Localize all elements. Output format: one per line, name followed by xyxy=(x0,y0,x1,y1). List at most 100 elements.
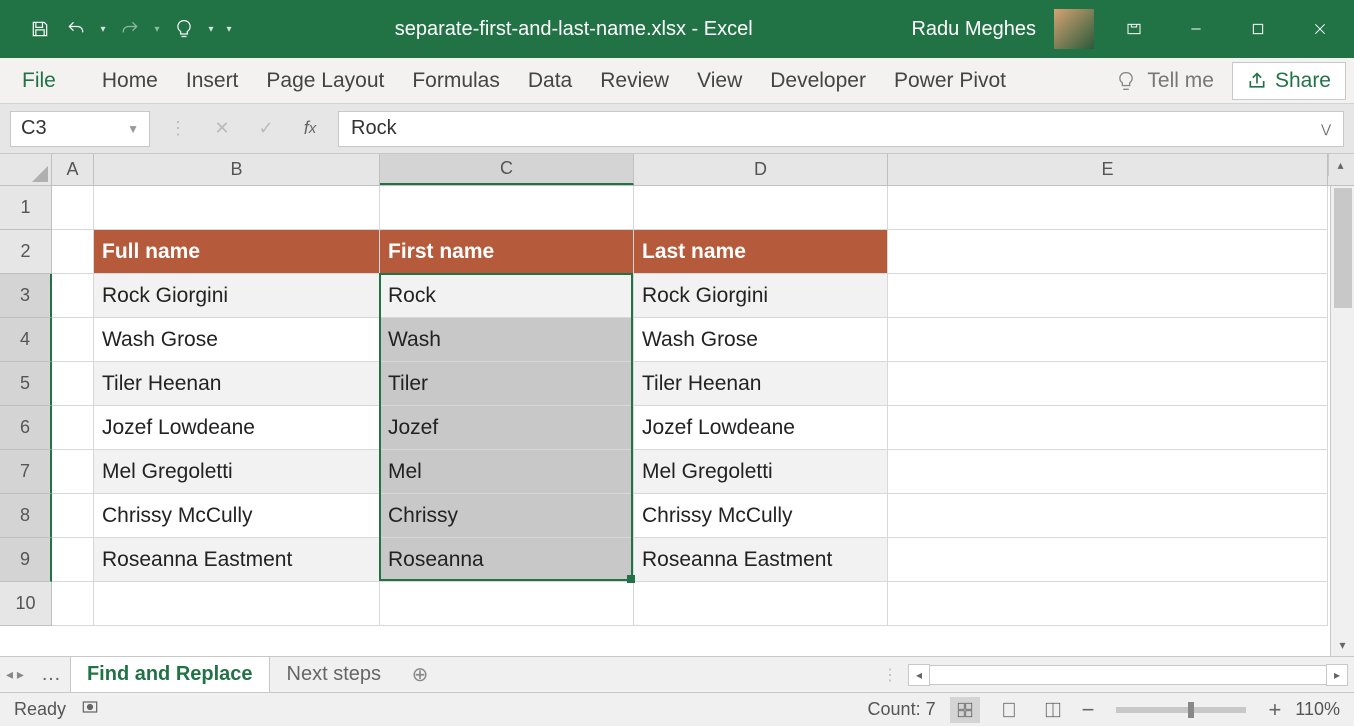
save-button[interactable] xyxy=(24,13,56,45)
row-header-8[interactable]: 8 xyxy=(0,494,52,538)
row-header-10[interactable]: 10 xyxy=(0,582,52,626)
zoom-level[interactable]: 110% xyxy=(1295,699,1340,720)
ribbon-tab-developer[interactable]: Developer xyxy=(756,61,880,101)
close-button[interactable] xyxy=(1298,10,1342,48)
ribbon-tab-formulas[interactable]: Formulas xyxy=(398,61,514,101)
col-header-A[interactable]: A xyxy=(52,154,94,185)
cell-C9[interactable]: Roseanna xyxy=(380,538,634,582)
cell-A8[interactable] xyxy=(52,494,94,538)
cell-E9[interactable] xyxy=(888,538,1328,582)
page-layout-view-button[interactable] xyxy=(994,697,1024,723)
col-header-E[interactable]: E xyxy=(888,154,1328,185)
zoom-in-button[interactable]: + xyxy=(1268,697,1281,723)
ribbon-tab-review[interactable]: Review xyxy=(586,61,683,101)
ideas-button[interactable] xyxy=(168,13,200,45)
page-break-view-button[interactable] xyxy=(1038,697,1068,723)
ribbon-display-button[interactable] xyxy=(1112,10,1156,48)
cell-A10[interactable] xyxy=(52,582,94,626)
cell-C3[interactable]: Rock xyxy=(380,274,634,318)
cell-C7[interactable]: Mel xyxy=(380,450,634,494)
enter-formula-button[interactable]: ✓ xyxy=(250,111,282,147)
cell-B1[interactable] xyxy=(94,186,380,230)
cell-C2[interactable]: First name xyxy=(380,230,634,274)
sheet-nav[interactable]: ◂ ▸ xyxy=(6,666,24,683)
row-header-7[interactable]: 7 xyxy=(0,450,52,494)
redo-button[interactable] xyxy=(114,13,146,45)
undo-dropdown[interactable]: ▾ xyxy=(96,24,110,35)
row-header-1[interactable]: 1 xyxy=(0,186,52,230)
cell-D8[interactable]: Chrissy McCully xyxy=(634,494,888,538)
cell-D5[interactable]: Tiler Heenan xyxy=(634,362,888,406)
user-avatar[interactable] xyxy=(1054,9,1094,49)
row-header-5[interactable]: 5 xyxy=(0,362,52,406)
cell-A2[interactable] xyxy=(52,230,94,274)
cell-E7[interactable] xyxy=(888,450,1328,494)
user-name[interactable]: Radu Meghes xyxy=(911,18,1036,41)
row-header-4[interactable]: 4 xyxy=(0,318,52,362)
macro-record-icon[interactable] xyxy=(80,697,100,722)
cell-B4[interactable]: Wash Grose xyxy=(94,318,380,362)
cell-B9[interactable]: Roseanna Eastment xyxy=(94,538,380,582)
cell-A7[interactable] xyxy=(52,450,94,494)
insert-function-button[interactable]: fx xyxy=(294,111,326,147)
cell-E6[interactable] xyxy=(888,406,1328,450)
cell-C1[interactable] xyxy=(380,186,634,230)
cell-C4[interactable]: Wash xyxy=(380,318,634,362)
ribbon-tab-insert[interactable]: Insert xyxy=(172,61,253,101)
col-header-D[interactable]: D xyxy=(634,154,888,185)
cancel-formula-button[interactable]: ✕ xyxy=(206,111,238,147)
vscroll-thumb[interactable] xyxy=(1334,188,1352,308)
sheet-tab-find-and-replace[interactable]: Find and Replace xyxy=(70,656,270,693)
cell-A6[interactable] xyxy=(52,406,94,450)
ribbon-tab-home[interactable]: Home xyxy=(88,61,172,101)
ribbon-tab-power-pivot[interactable]: Power Pivot xyxy=(880,61,1020,101)
cells[interactable]: Full nameFirst nameLast nameRock Giorgin… xyxy=(52,186,1330,656)
tell-me[interactable]: Tell me xyxy=(1115,69,1214,93)
cell-D2[interactable]: Last name xyxy=(634,230,888,274)
cell-E1[interactable] xyxy=(888,186,1328,230)
scroll-down-button[interactable]: ▾ xyxy=(1332,634,1354,656)
cell-E5[interactable] xyxy=(888,362,1328,406)
cell-E3[interactable] xyxy=(888,274,1328,318)
tab-splitter[interactable]: ⋮ xyxy=(874,665,908,685)
cell-D6[interactable]: Jozef Lowdeane xyxy=(634,406,888,450)
cell-C5[interactable]: Tiler xyxy=(380,362,634,406)
cell-B3[interactable]: Rock Giorgini xyxy=(94,274,380,318)
cell-D10[interactable] xyxy=(634,582,888,626)
row-header-6[interactable]: 6 xyxy=(0,406,52,450)
maximize-button[interactable] xyxy=(1236,10,1280,48)
cell-A9[interactable] xyxy=(52,538,94,582)
cell-C6[interactable]: Jozef xyxy=(380,406,634,450)
normal-view-button[interactable] xyxy=(950,697,980,723)
scroll-up-button[interactable]: ▴ xyxy=(1328,154,1352,176)
redo-dropdown[interactable]: ▾ xyxy=(150,24,164,35)
name-box[interactable]: C3 ▼ xyxy=(10,111,150,147)
scroll-right-button[interactable]: ▸ xyxy=(1326,664,1348,686)
minimize-button[interactable] xyxy=(1174,10,1218,48)
scroll-left-button[interactable]: ◂ xyxy=(908,664,930,686)
horizontal-scrollbar[interactable]: ◂ ▸ xyxy=(908,664,1348,686)
new-sheet-button[interactable]: ⊕ xyxy=(406,661,434,689)
cell-A4[interactable] xyxy=(52,318,94,362)
formula-bar[interactable]: Rock ⋁ xyxy=(338,111,1344,147)
cell-B10[interactable] xyxy=(94,582,380,626)
cell-A5[interactable] xyxy=(52,362,94,406)
sheet-overflow[interactable]: … xyxy=(32,656,70,693)
ribbon-tab-view[interactable]: View xyxy=(683,61,756,101)
row-header-9[interactable]: 9 xyxy=(0,538,52,582)
select-all-button[interactable] xyxy=(0,154,52,185)
ribbon-tab-file[interactable]: File xyxy=(8,61,70,101)
cell-E8[interactable] xyxy=(888,494,1328,538)
cell-C8[interactable]: Chrissy xyxy=(380,494,634,538)
vertical-scrollbar[interactable]: ▾ xyxy=(1330,186,1354,656)
cell-B8[interactable]: Chrissy McCully xyxy=(94,494,380,538)
cell-C10[interactable] xyxy=(380,582,634,626)
cell-D4[interactable]: Wash Grose xyxy=(634,318,888,362)
row-header-2[interactable]: 2 xyxy=(0,230,52,274)
col-header-B[interactable]: B xyxy=(94,154,380,185)
sheet-tab-next-steps[interactable]: Next steps xyxy=(270,656,398,693)
cell-B7[interactable]: Mel Gregoletti xyxy=(94,450,380,494)
cell-E4[interactable] xyxy=(888,318,1328,362)
cell-D3[interactable]: Rock Giorgini xyxy=(634,274,888,318)
ribbon-tab-page-layout[interactable]: Page Layout xyxy=(252,61,398,101)
